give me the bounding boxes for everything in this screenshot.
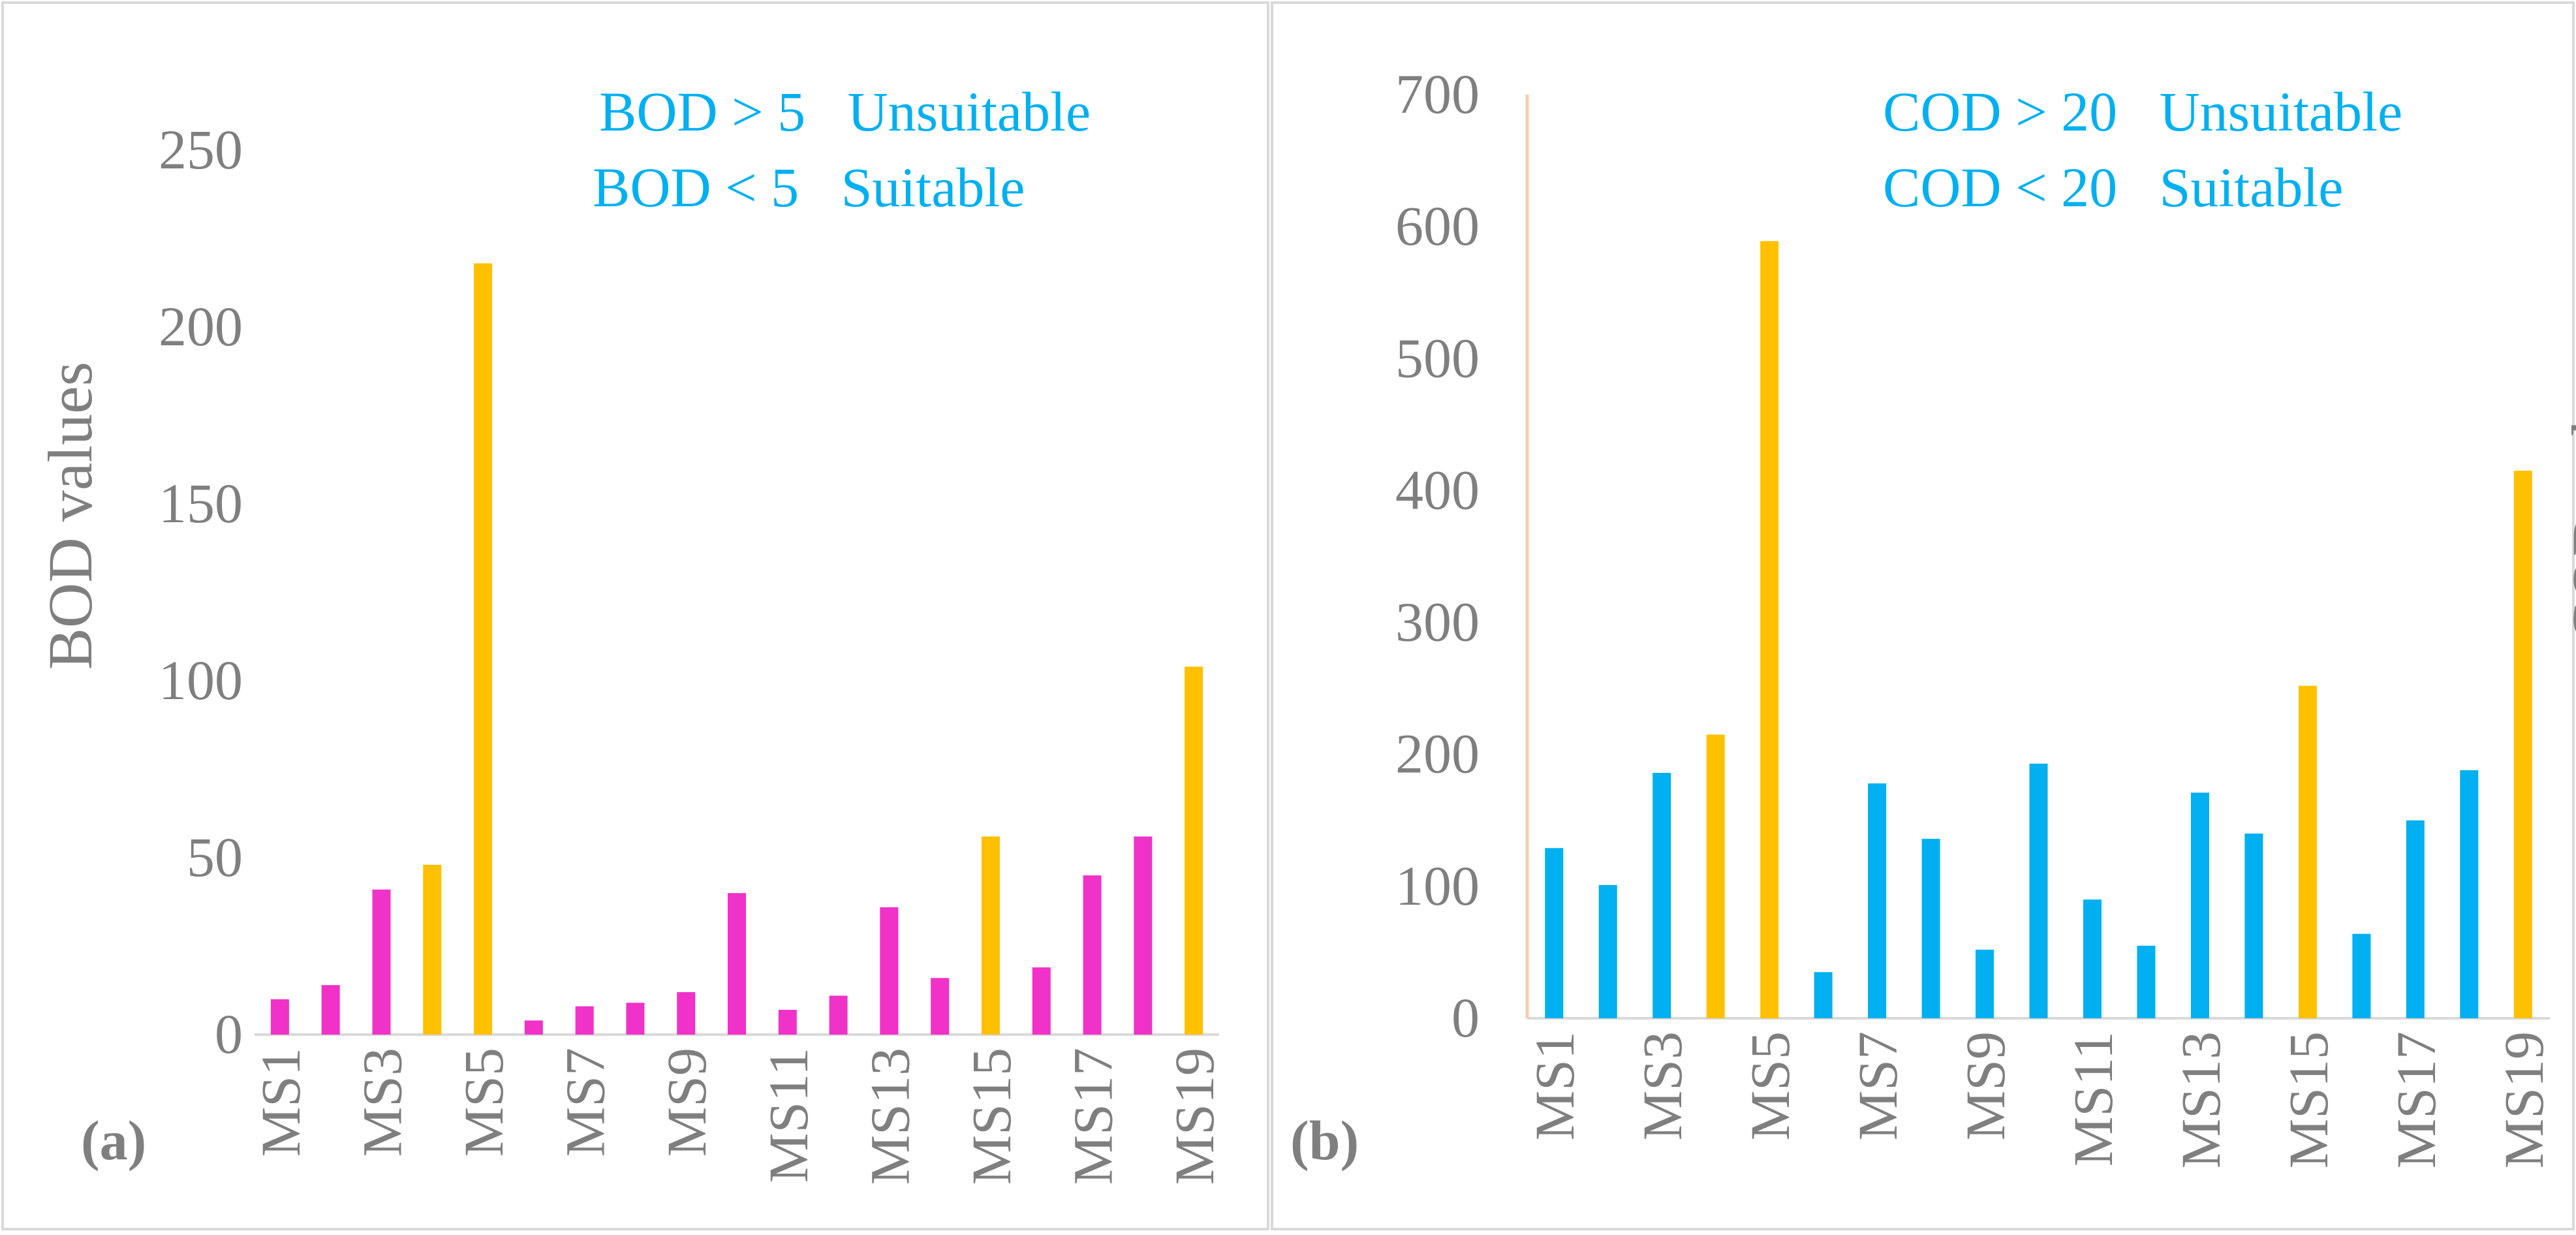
bod-x-tick-label: MS9: [655, 1048, 718, 1157]
bod-x-tick-label: MS1: [249, 1048, 312, 1157]
cod-bar-ms8: [1921, 839, 1940, 1018]
cod-bar-ms11: [2083, 899, 2102, 1018]
cod-bar-ms2: [1598, 884, 1617, 1018]
cod-bar-ms7: [1868, 783, 1887, 1018]
bod-bar-ms1: [270, 999, 289, 1035]
cod-panel-label: (b): [1290, 1109, 1359, 1172]
cod-y-tick-label: 700: [1395, 63, 1480, 125]
bod-panel-label: (a): [81, 1109, 146, 1172]
bod-bar-ms2: [321, 985, 340, 1035]
cod-x-tick-label: MS19: [2492, 1031, 2555, 1168]
bod-y-tick-label: 250: [159, 118, 243, 181]
bod-bar-ms15: [981, 836, 1000, 1035]
bod-bar-ms9: [677, 992, 696, 1035]
cod-bar-ms5: [1760, 241, 1779, 1019]
cod-legend-suitable: COD < 20 Suitable: [1883, 156, 2343, 219]
bod-y-tick-label: 150: [159, 472, 243, 535]
bod-bar-ms14: [931, 978, 950, 1035]
bod-x-tick-label: MS5: [452, 1048, 515, 1157]
bod-bar-ms4: [423, 864, 442, 1035]
bod-x-tick-label: MS3: [350, 1048, 413, 1157]
cod-y-tick-label: 300: [1395, 591, 1480, 653]
bod-bar-ms16: [1032, 967, 1051, 1035]
bod-bar-ms17: [1083, 875, 1102, 1035]
bod-legend-unsuitable: BOD > 5 Unsuitable: [599, 80, 1091, 143]
cod-y-axis-label: COD values: [2559, 336, 2576, 644]
bod-y-axis-label: BOD values: [35, 362, 105, 670]
bod-y-tick-label: 0: [215, 1003, 243, 1065]
cod-chart: 0 100 200 300 400 500 600 700 MS1 MS3 MS5 MS7 MS9 MS…: [1271, 1, 2576, 1230]
cod-x-tick-label: MS5: [1739, 1031, 1801, 1140]
cod-x-tick-label: MS17: [2385, 1031, 2447, 1168]
cod-y-tick-label: 100: [1395, 854, 1480, 917]
cod-bar-ms14: [2244, 834, 2263, 1018]
cod-x-tick-label: MS7: [1846, 1031, 1909, 1140]
bod-bar-ms10: [728, 893, 746, 1035]
bod-x-tick-label: MS19: [1163, 1048, 1226, 1185]
cod-y-tick-label: 200: [1395, 723, 1480, 785]
cod-x-tick-label: MS15: [2277, 1031, 2340, 1168]
cod-x-tick-label: MS3: [1631, 1031, 1694, 1140]
cod-bar-ms16: [2352, 933, 2371, 1018]
cod-y-tick-label: 0: [1451, 986, 1480, 1049]
bod-chart: 0 50 100 150 200 250 MS1 MS3 MS5 MS7 MS9 MS11 MS13 M…: [1, 1, 1269, 1230]
cod-bar-ms19: [2513, 471, 2532, 1018]
cod-chart-panel: 0 100 200 300 400 500 600 700 MS1 MS3 MS5 MS7 MS9 MS…: [1271, 0, 2576, 1235]
bod-bar-ms7: [575, 1006, 594, 1035]
cod-x-tick-label: MS9: [1954, 1031, 2017, 1140]
bod-bar-ms19: [1185, 666, 1203, 1035]
bod-x-tick-label: MS17: [1062, 1048, 1125, 1185]
cod-y-tick-label: 400: [1395, 458, 1480, 521]
cod-bar-ms18: [2460, 770, 2479, 1018]
cod-bar-ms4: [1706, 734, 1725, 1018]
bod-y-tick-label: 100: [159, 649, 243, 711]
cod-bar-ms15: [2298, 685, 2317, 1018]
cod-bar-ms12: [2137, 945, 2156, 1018]
cod-bar-ms10: [2029, 763, 2048, 1018]
bod-x-tick-label: MS11: [757, 1048, 820, 1183]
cod-bar-ms1: [1545, 848, 1564, 1018]
bod-bar-ms18: [1134, 836, 1153, 1035]
bod-x-tick-label: MS15: [960, 1048, 1023, 1185]
cod-y-tick-label: 600: [1395, 195, 1480, 257]
cod-bar-ms3: [1653, 773, 1671, 1018]
bod-y-tick-label: 50: [187, 826, 243, 888]
cod-x-tick-label: MS11: [2062, 1031, 2124, 1166]
bod-bar-ms12: [829, 995, 848, 1035]
bod-bar-ms11: [778, 1010, 797, 1035]
bod-chart-panel: 0 50 100 150 200 250 MS1 MS3 MS5 MS7 MS9 MS11 MS13 M…: [0, 0, 1271, 1235]
cod-bar-ms17: [2406, 820, 2425, 1018]
cod-x-tick-label: MS1: [1523, 1031, 1586, 1140]
bod-x-tick-label: MS7: [554, 1048, 617, 1157]
bod-x-tick-label: MS13: [858, 1048, 921, 1185]
bod-bar-ms8: [626, 1003, 645, 1035]
cod-bar-ms13: [2190, 792, 2209, 1018]
cod-bar-ms6: [1814, 972, 1833, 1018]
bod-bar-ms13: [880, 907, 899, 1035]
bod-bar-ms3: [372, 889, 391, 1035]
cod-x-tick-label: MS13: [2169, 1031, 2232, 1168]
bod-bar-ms5: [474, 263, 493, 1035]
bod-bar-ms6: [524, 1020, 543, 1035]
cod-bar-ms9: [1976, 949, 1994, 1018]
bod-y-tick-label: 200: [159, 295, 243, 358]
cod-legend-unsuitable: COD > 20 Unsuitable: [1883, 80, 2402, 143]
bod-legend-suitable: BOD < 5 Suitable: [593, 156, 1025, 219]
cod-y-tick-label: 500: [1395, 326, 1480, 389]
